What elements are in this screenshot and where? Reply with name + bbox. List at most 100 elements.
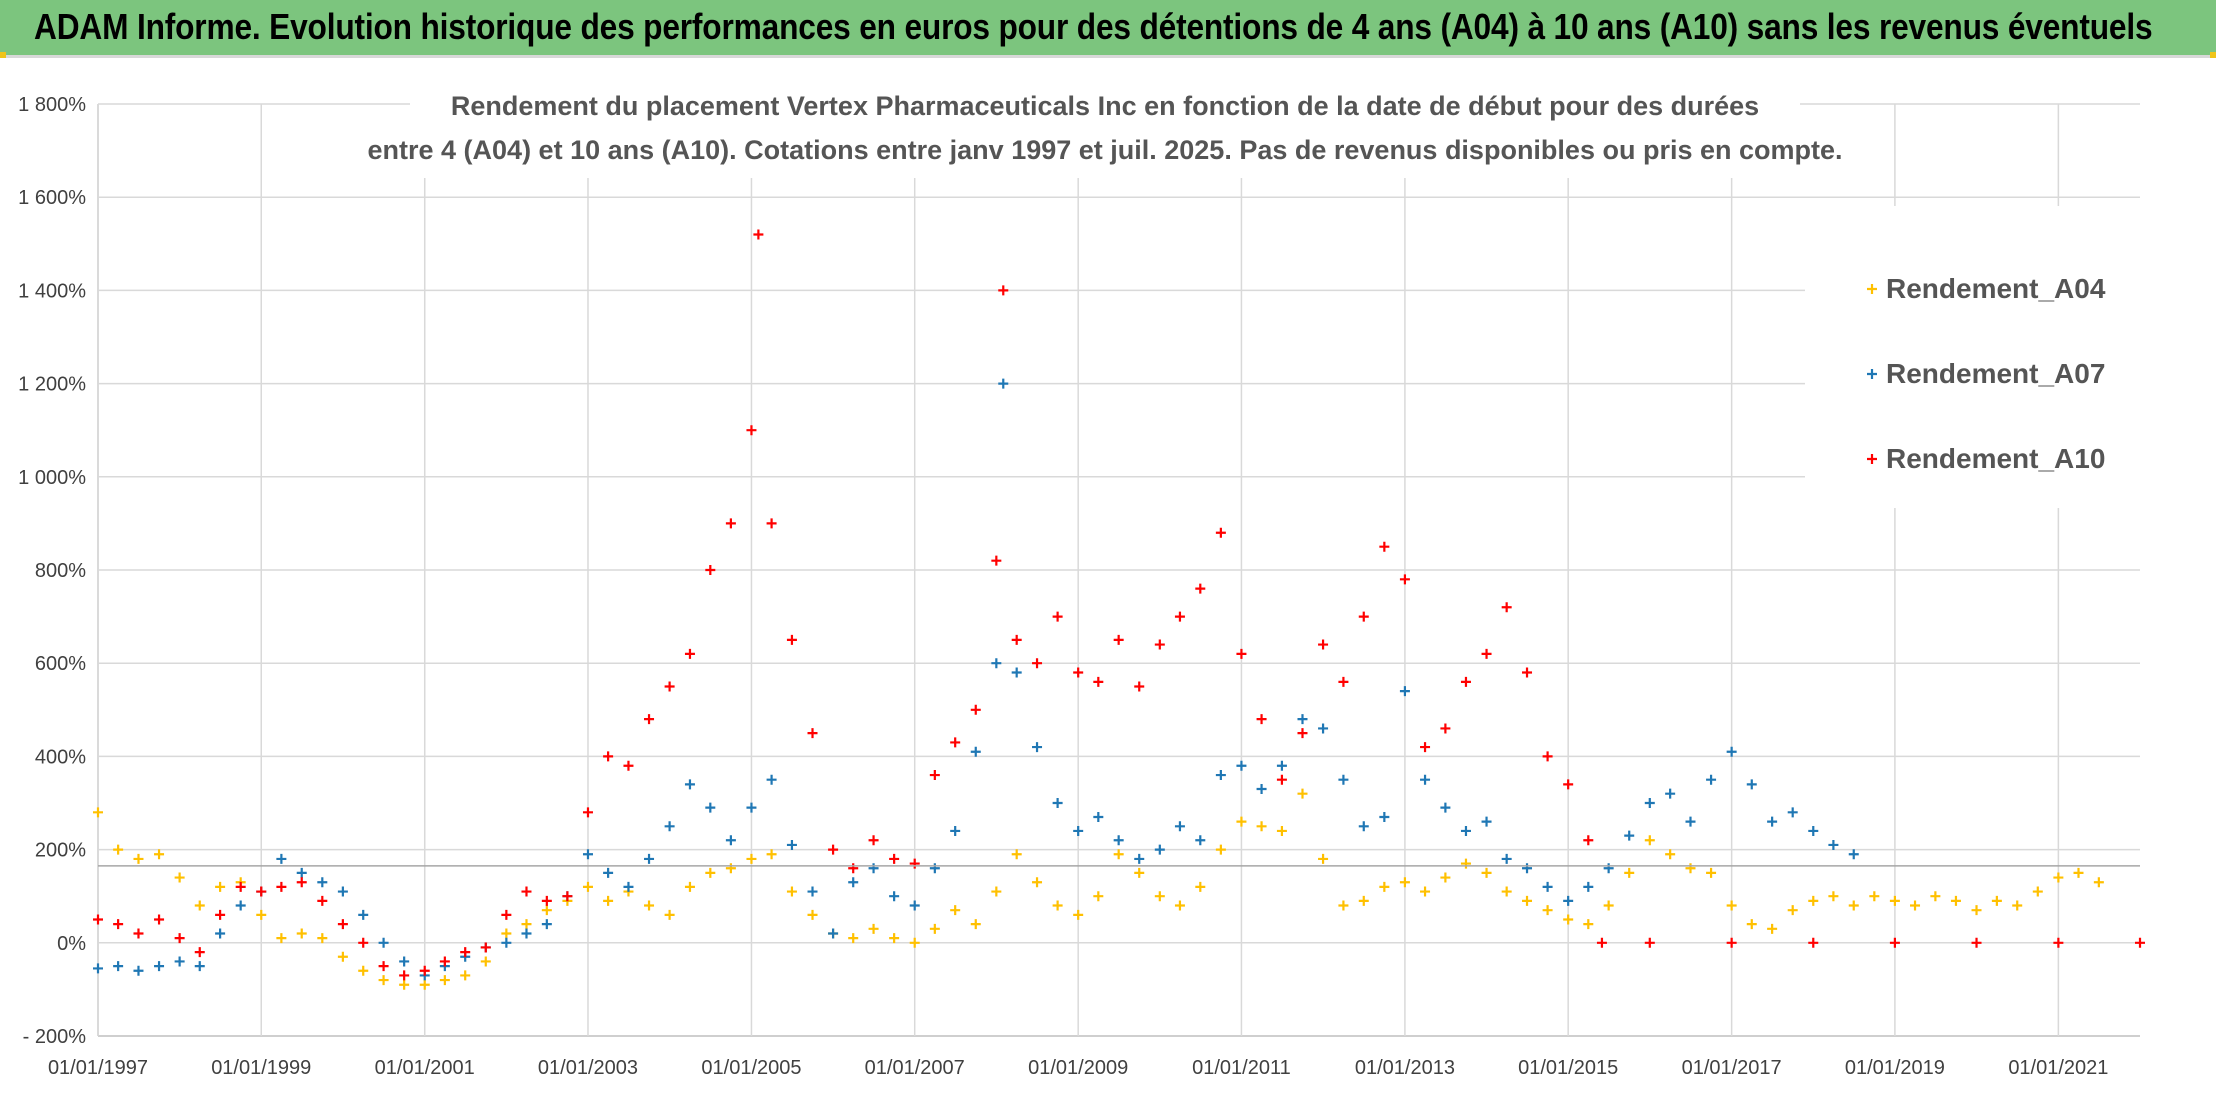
data-point — [766, 774, 777, 785]
legend-marker — [1867, 369, 1877, 379]
data-point — [1215, 527, 1226, 538]
data-point — [378, 961, 389, 972]
data-point — [419, 979, 430, 990]
data-point — [1032, 658, 1043, 669]
data-point — [521, 928, 532, 939]
y-tick-label: 1 000% — [18, 467, 86, 489]
data-point — [1787, 905, 1798, 916]
data-point — [194, 961, 205, 972]
data-point — [1644, 937, 1655, 948]
data-point — [1624, 867, 1635, 878]
legend-item: Rendement_A04 — [1867, 273, 2106, 304]
data-point — [419, 965, 430, 976]
data-point — [1338, 774, 1349, 785]
data-point — [1318, 853, 1329, 864]
data-point — [1093, 676, 1104, 687]
x-tick-label: 01/01/1997 — [48, 1057, 148, 1079]
data-point — [215, 909, 226, 920]
data-point — [1971, 905, 1982, 916]
data-point — [276, 853, 287, 864]
data-point — [1522, 895, 1533, 906]
legend-label: Rendement_A10 — [1886, 443, 2105, 474]
performance-chart: - 200% 0% 200% 400% 600% 800% 1 000% 1 200% 1 40… — [18, 82, 2145, 1079]
data-point — [746, 802, 757, 813]
data-point — [93, 914, 103, 925]
x-tick-label: 01/01/2009 — [1028, 1057, 1128, 1079]
legend-label: Rendement_A04 — [1886, 273, 2106, 304]
x-tick-label: 01/01/2013 — [1355, 1057, 1455, 1079]
data-point — [1256, 821, 1267, 832]
data-point — [1399, 574, 1410, 585]
data-point — [1808, 825, 1819, 836]
data-point — [1420, 742, 1431, 753]
y-tick-label: 800% — [35, 560, 86, 582]
x-tick-label: 01/01/2011 — [1192, 1057, 1291, 1079]
data-point — [623, 760, 634, 771]
data-point — [2053, 872, 2064, 883]
x-tick-label: 01/01/2003 — [538, 1057, 638, 1079]
data-point — [1706, 867, 1717, 878]
data-point — [113, 961, 124, 972]
data-point — [1256, 714, 1267, 725]
data-point — [929, 770, 940, 781]
data-point — [1338, 900, 1349, 911]
data-point — [113, 919, 124, 930]
data-point — [2135, 937, 2145, 948]
data-point — [603, 867, 614, 878]
data-point — [991, 555, 1002, 566]
data-point — [1379, 811, 1390, 822]
data-point — [2032, 886, 2043, 897]
data-point — [970, 919, 981, 930]
data-point — [1420, 886, 1431, 897]
data-point — [337, 951, 348, 962]
data-point — [1154, 639, 1165, 650]
data-point — [664, 909, 675, 920]
data-point — [174, 872, 185, 883]
data-point — [1297, 714, 1308, 725]
data-point — [1481, 867, 1492, 878]
data-point — [480, 956, 491, 967]
data-point — [256, 909, 267, 920]
data-point — [460, 970, 471, 981]
data-point — [399, 970, 410, 981]
data-point — [1542, 751, 1553, 762]
data-point — [868, 863, 879, 874]
y-axis-ticks: - 200% 0% 200% 400% 600% 800% 1 000% 1 200% 1 40… — [18, 94, 86, 1048]
x-tick-label: 01/01/2019 — [1845, 1057, 1945, 1079]
data-point — [664, 681, 675, 692]
legend-box — [1805, 206, 2140, 508]
series-Rendement_A10 — [93, 229, 2145, 981]
data-point — [256, 886, 267, 897]
data-point — [501, 909, 512, 920]
data-point — [337, 919, 348, 930]
data-point — [1726, 937, 1737, 948]
data-point — [705, 802, 716, 813]
data-point — [684, 648, 695, 659]
data-point — [1236, 760, 1247, 771]
x-tick-label: 01/01/2021 — [2008, 1057, 2108, 1079]
data-point — [1440, 872, 1451, 883]
data-point — [1174, 900, 1185, 911]
data-point — [1583, 835, 1594, 846]
data-point — [1052, 798, 1063, 808]
data-point — [194, 900, 205, 911]
data-point — [1828, 891, 1839, 902]
data-point — [439, 956, 450, 967]
y-tick-label: 400% — [35, 746, 86, 768]
data-point — [1399, 877, 1410, 888]
data-point — [582, 807, 593, 818]
data-point — [154, 961, 165, 972]
data-point — [753, 229, 764, 240]
series-Rendement_A07 — [93, 378, 1859, 981]
data-point — [1338, 676, 1349, 687]
data-point — [1665, 788, 1676, 799]
data-point — [868, 923, 879, 934]
data-point — [133, 965, 144, 976]
data-point — [1828, 839, 1839, 850]
data-point — [1971, 937, 1982, 948]
data-point — [1787, 807, 1798, 818]
data-point — [1889, 895, 1900, 906]
data-point — [1358, 821, 1369, 832]
data-point — [1073, 667, 1084, 678]
data-point — [1746, 779, 1757, 790]
